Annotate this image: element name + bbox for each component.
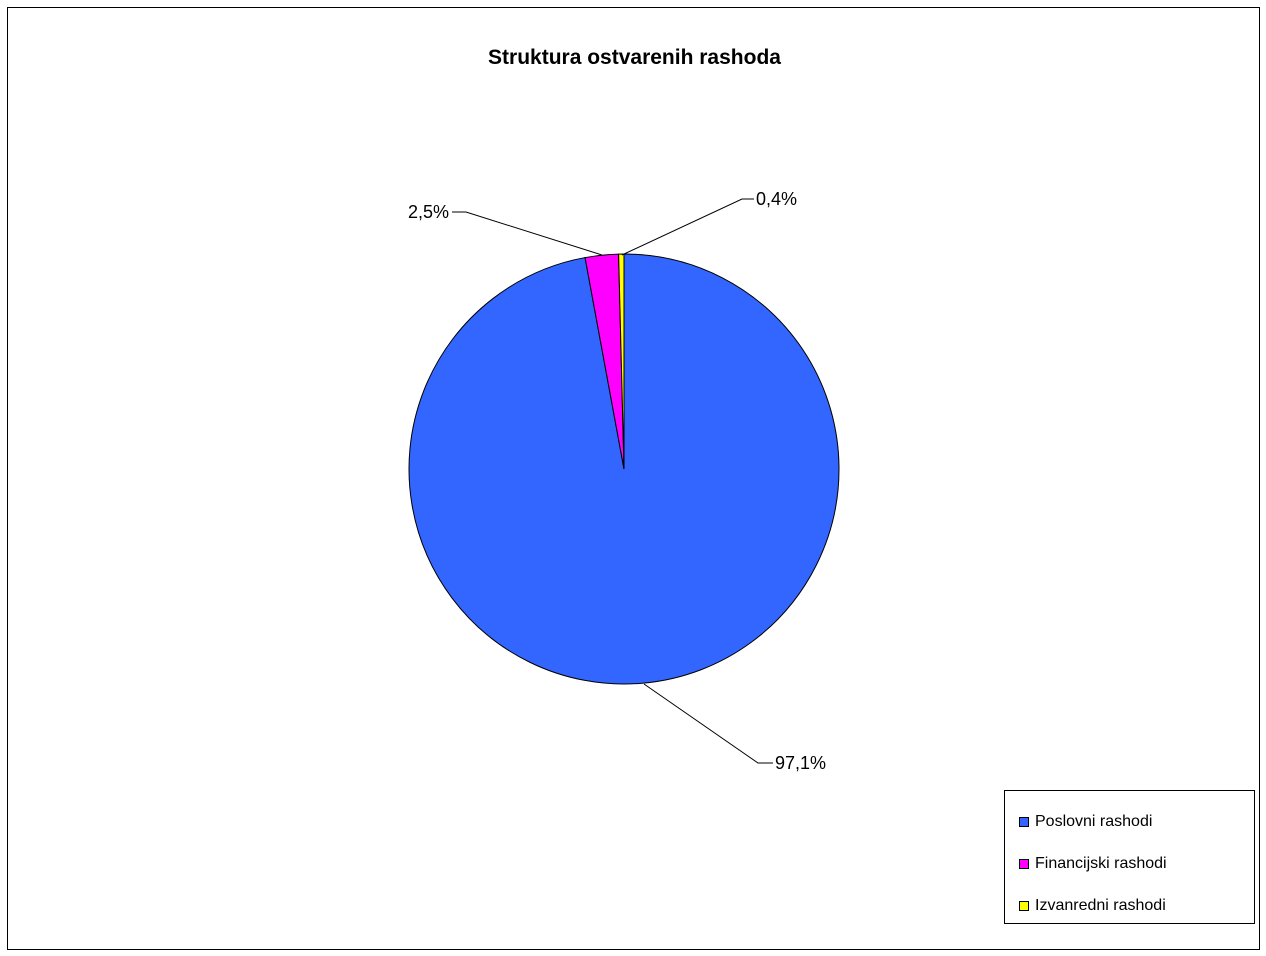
legend-swatch-izvanredni — [1019, 901, 1029, 911]
leader-line-0 — [643, 683, 773, 764]
leader-line-2 — [621, 198, 754, 256]
data-label-2: 0,4% — [756, 189, 797, 209]
legend: Poslovni rashodi Financijski rashodi Izv… — [1004, 790, 1255, 924]
data-label-0: 97,1% — [775, 753, 826, 773]
data-label-1: 2,5% — [408, 202, 449, 222]
leader-line-1 — [452, 211, 603, 256]
legend-item-izvanredni: Izvanredni rashodi — [1019, 896, 1166, 916]
legend-swatch-financijski — [1019, 859, 1029, 869]
legend-swatch-poslovni — [1019, 817, 1029, 827]
pie-chart: 97,1% 2,5% 0,4% — [408, 189, 840, 773]
chart-title: Struktura ostvarenih rashoda — [488, 46, 781, 69]
legend-label-poslovni: Poslovni rashodi — [1035, 813, 1153, 830]
legend-item-poslovni: Poslovni rashodi — [1019, 812, 1152, 832]
legend-label-izvanredni: Izvanredni rashodi — [1035, 897, 1166, 914]
chart-frame: Struktura ostvarenih rashoda 97,1% 2,5% 0,… — [7, 7, 1260, 950]
legend-label-financijski: Financijski rashodi — [1035, 855, 1167, 872]
legend-item-financijski: Financijski rashodi — [1019, 854, 1167, 874]
